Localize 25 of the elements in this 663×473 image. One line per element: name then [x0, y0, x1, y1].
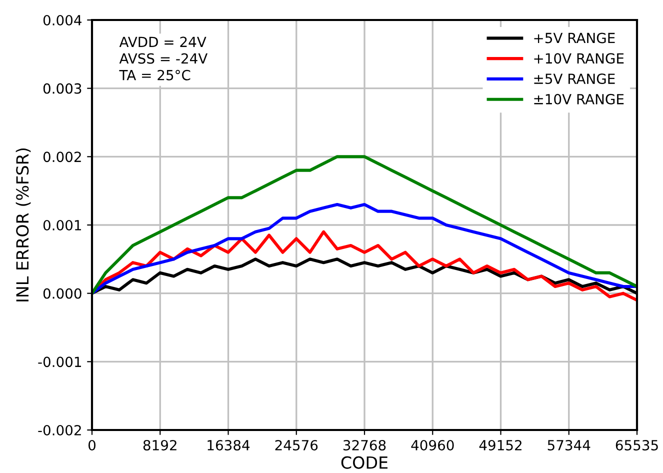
line-series — [92, 155, 637, 295]
x-tick-label: 57344 — [548, 440, 590, 450]
y-axis-title: INL ERROR (%FSR) — [16, 148, 31, 302]
legend-label: +5V RANGE — [534, 32, 615, 44]
x-tick-label: 40960 — [411, 440, 454, 450]
x-axis-title: CODE — [341, 456, 388, 469]
y-tick-label: 0.000 — [43, 288, 82, 299]
y-tick-label: -0.001 — [38, 356, 81, 368]
x-tick-label: 49152 — [479, 440, 522, 450]
x-tick-label: 8192 — [143, 440, 176, 450]
x-tick-label: 16384 — [208, 440, 250, 450]
y-tick-label: 0.001 — [43, 220, 81, 230]
legend-label: ±5V RANGE — [534, 74, 615, 84]
line-series — [92, 202, 637, 295]
x-tick-label: 32768 — [343, 440, 386, 450]
y-tick-label: 0.004 — [43, 14, 82, 26]
y-tick-label: -0.002 — [38, 424, 81, 436]
y-tick-label: 0.003 — [43, 83, 82, 94]
annotation: AVDD = 24V AVSS = -24V TA = 25°C — [119, 36, 208, 80]
legend-label: ±10V RANGE — [534, 94, 624, 104]
x-tick-label: 65535 — [616, 440, 658, 450]
x-tick-label: 24576 — [275, 440, 318, 450]
y-tick-label: 0.002 — [43, 152, 81, 162]
legend-label: +10V RANGE — [534, 53, 624, 64]
x-tick-label: 0 — [88, 440, 96, 450]
